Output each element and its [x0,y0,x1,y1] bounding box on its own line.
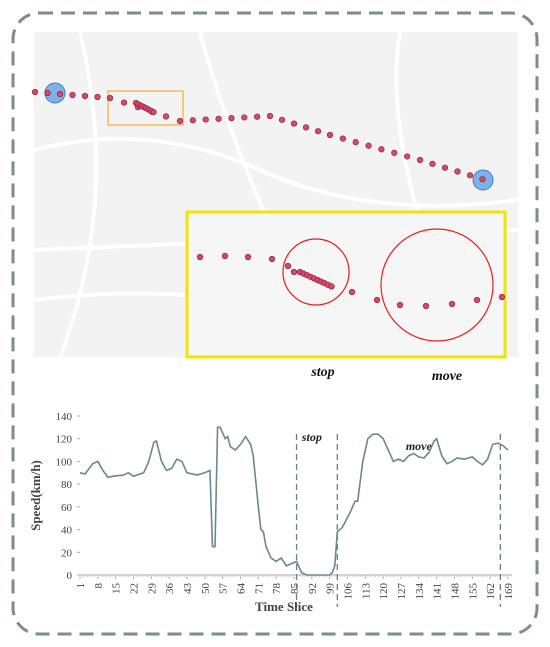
track-point [278,116,286,123]
track-point [69,91,76,99]
track-point [326,131,334,139]
y-tick-label: 20 [61,547,73,559]
move-circle [380,228,494,342]
map-label: stop [310,365,334,380]
x-tick-label: 127 [396,583,408,600]
annotation: stop [301,430,322,444]
track-point [352,139,359,146]
track-point [162,113,170,120]
track-point [454,168,461,175]
map-label: move [432,369,462,384]
x-tick-label: 64 [236,583,248,595]
track-point [378,146,385,153]
track-point [302,124,310,131]
y-tick-label: 60 [61,502,73,514]
track-point [81,92,89,100]
track-point [416,156,424,164]
track-point [429,160,436,167]
track-point [290,120,298,127]
track-point [244,253,252,261]
track-point [498,293,506,301]
track-point [254,113,261,120]
frame [11,11,539,636]
track-point [284,262,292,270]
track-point [221,252,229,260]
x-tick-label: 162 [485,583,497,600]
track-point [448,300,456,308]
track-point [466,172,474,179]
track-point [404,153,411,160]
x-tick-label: 120 [378,583,390,600]
y-tick-label: 80 [61,479,73,491]
x-tick-label: 15 [111,583,123,595]
x-tick-label: 36 [164,583,176,595]
inset [185,210,507,359]
x-tick-label: 22 [129,583,141,594]
track-point [150,108,157,116]
track-point [228,115,235,122]
x-tick-label: 1 [75,583,87,589]
track-point [120,99,128,106]
x-tick-label: 141 [432,583,444,600]
track-point [44,89,51,97]
x-tick-label: 78 [271,583,283,595]
track-point [241,114,248,121]
track-point [422,302,430,310]
track-point [348,288,356,296]
track-point [441,164,449,171]
x-tick-label: 71 [253,583,265,594]
track-point [479,176,486,183]
x-tick-label: 29 [146,583,158,595]
track-point [339,135,346,142]
focus-box [107,90,184,126]
x-tick-label: 43 [182,583,194,595]
x-tick-label: 57 [218,583,230,595]
speed-line [79,426,509,576]
x-tick-label: 92 [307,583,319,594]
x-tick-label: 155 [467,583,479,600]
map [31,31,519,359]
y-tick-label: 140 [56,411,73,423]
track-point [328,283,335,290]
track-point [176,117,184,125]
x-tick-label: 50 [200,583,212,595]
x-tick-label: 85 [289,583,301,595]
y-tick-label: 100 [56,456,73,468]
x-tick-label: 113 [360,583,372,600]
y-tick-label: 120 [56,434,73,446]
x-tick-label: 8 [93,583,105,589]
annotation: move [406,439,433,453]
track-point [314,128,322,135]
track-point [94,93,101,101]
x-tick-label: 169 [503,583,515,600]
track-point [106,94,114,102]
track-point [189,117,196,124]
y-tick-label: 0 [67,570,73,582]
y-tick-label: 40 [61,525,73,537]
track-point [365,142,372,149]
track-point [268,255,276,263]
stop-circle [282,238,350,306]
track-point [290,268,298,276]
track-point [31,88,39,96]
track-point [196,253,204,261]
track-point [202,116,209,123]
track-point [373,296,381,304]
x-tick-label: 106 [343,583,355,600]
x-tick-label: 134 [414,583,426,600]
y-axis-label: Speed(km/h) [28,460,43,531]
track-point [473,296,481,304]
track-point [391,149,398,156]
track-point [215,115,222,122]
x-tick-label: 99 [325,583,337,595]
track-point [396,301,404,309]
track-point [266,112,274,120]
track-point [56,90,64,98]
x-tick-label: 148 [450,583,462,600]
x-axis-label: Time Slice [255,599,313,614]
